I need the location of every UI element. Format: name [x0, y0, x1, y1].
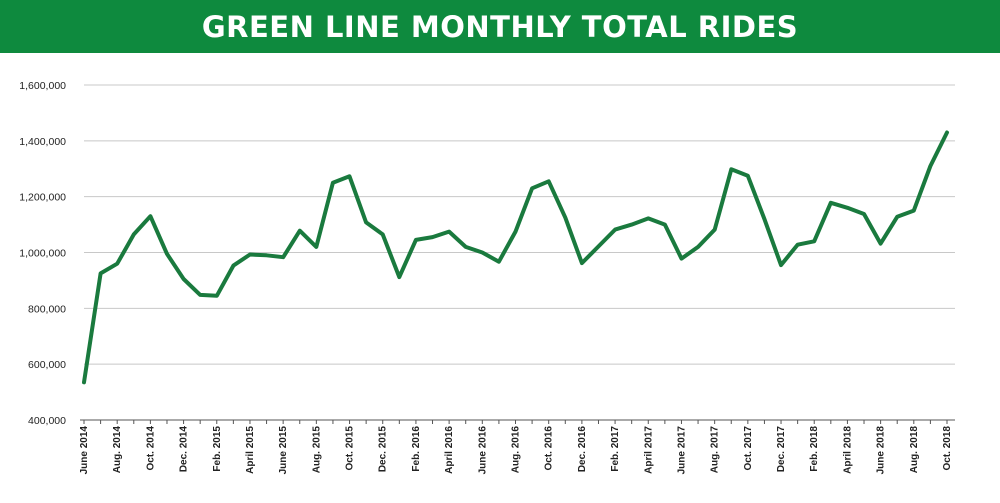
data-point [596, 244, 600, 248]
grid-layer [84, 84, 955, 365]
data-point [447, 230, 451, 234]
x-tick-label: Feb. 2015 [212, 426, 223, 472]
x-tick-label: Feb. 2018 [809, 426, 820, 472]
x-tick-label: Feb. 2016 [411, 426, 422, 472]
line-chart: 400,000 600,000 800,000 1,000,000 1,200,000 1… [19, 80, 955, 475]
data-point [348, 174, 352, 178]
data-point [132, 232, 136, 236]
x-tick-label: April 2015 [245, 426, 256, 474]
data-point [895, 215, 899, 219]
data-point [231, 264, 235, 268]
x-tick-label: Dec. 2017 [776, 426, 787, 473]
data-point [679, 257, 683, 261]
x-tick-label: April 2017 [643, 426, 654, 474]
chart-title: GREEN LINE MONTHLY TOTAL RIDES [201, 9, 799, 44]
x-tick-label: June 2017 [676, 426, 687, 475]
data-point [148, 214, 152, 218]
data-point [663, 223, 667, 227]
data-point [314, 245, 318, 249]
y-tick-labels: 400,000 600,000 800,000 1,000,000 1,200,000 1… [19, 80, 66, 427]
data-point [563, 216, 567, 220]
x-tick-label: June 2016 [477, 426, 488, 475]
data-point [480, 251, 484, 255]
x-tick-label: June 2014 [79, 426, 90, 475]
data-point [431, 235, 435, 239]
x-tick-label: Oct. 2017 [743, 426, 754, 471]
x-tick-label: Feb. 2017 [610, 426, 621, 472]
data-point [762, 217, 766, 221]
data-point [928, 164, 932, 168]
x-tick-label: Aug. 2016 [511, 426, 522, 474]
x-tick-label: Dec. 2014 [179, 426, 190, 473]
data-point [547, 179, 551, 183]
data-point [829, 201, 833, 205]
data-point [945, 130, 949, 134]
data-point [182, 277, 186, 281]
data-point [580, 261, 584, 265]
x-tick-label: Oct. 2018 [942, 426, 953, 471]
data-point [862, 212, 866, 216]
data-point [845, 206, 849, 210]
x-tick-label: Dec. 2015 [378, 426, 389, 473]
data-point [514, 230, 518, 234]
data-point [630, 223, 634, 227]
data-point [729, 167, 733, 171]
data-point [497, 260, 501, 264]
x-tick-label: Oct. 2014 [145, 426, 156, 471]
data-point [746, 174, 750, 178]
title-bar: GREEN LINE MONTHLY TOTAL RIDES [0, 0, 1000, 53]
data-point [812, 239, 816, 243]
axis-layer [80, 419, 955, 424]
data-point [215, 294, 219, 298]
data-point [364, 220, 368, 224]
data-point [912, 209, 916, 213]
data-point [796, 243, 800, 247]
data-point [879, 242, 883, 246]
data-point [779, 263, 783, 267]
data-point [298, 229, 302, 233]
y-tick-label: 400,000 [28, 415, 66, 427]
data-point [713, 228, 717, 232]
data-point [99, 271, 103, 275]
data-point [696, 245, 700, 249]
x-tick-label: Aug. 2015 [311, 426, 322, 474]
data-point [331, 181, 335, 185]
data-point [115, 262, 119, 266]
data-point [397, 275, 401, 279]
data-point [414, 238, 418, 242]
data-point [381, 232, 385, 236]
x-tick-label: April 2016 [444, 426, 455, 474]
data-point [82, 380, 86, 384]
data-point [530, 186, 534, 190]
x-tick-label: April 2018 [842, 426, 853, 474]
x-tick-label: Oct. 2016 [544, 426, 555, 471]
y-tick-label: 600,000 [28, 359, 66, 371]
x-tick-label: Dec. 2016 [577, 426, 588, 473]
data-point [613, 228, 617, 232]
data-point [464, 245, 468, 249]
data-point [646, 216, 650, 220]
series-layer [82, 130, 949, 385]
x-tick-labels: June 2014 Aug. 2014 Oct. 2014 Dec. 2014 Feb.… [79, 426, 953, 475]
x-tick-label: Oct. 2015 [345, 426, 356, 471]
series-line [82, 130, 949, 385]
y-tick-label: 1,400,000 [19, 136, 66, 148]
y-tick-label: 1,600,000 [19, 80, 66, 92]
data-point [281, 255, 285, 259]
data-point [165, 252, 169, 256]
y-tick-label: 800,000 [28, 303, 66, 315]
x-tick-label: June 2015 [278, 426, 289, 475]
y-tick-label: 1,200,000 [19, 192, 66, 204]
x-tick-label: June 2018 [876, 426, 887, 475]
x-tick-label: Aug. 2014 [112, 426, 123, 474]
x-tick-label: Aug. 2017 [710, 426, 721, 474]
data-point [265, 253, 269, 257]
data-point [248, 252, 252, 256]
data-point [198, 293, 202, 297]
x-tick-label: Aug. 2018 [909, 426, 920, 474]
y-tick-label: 1,000,000 [19, 248, 66, 260]
